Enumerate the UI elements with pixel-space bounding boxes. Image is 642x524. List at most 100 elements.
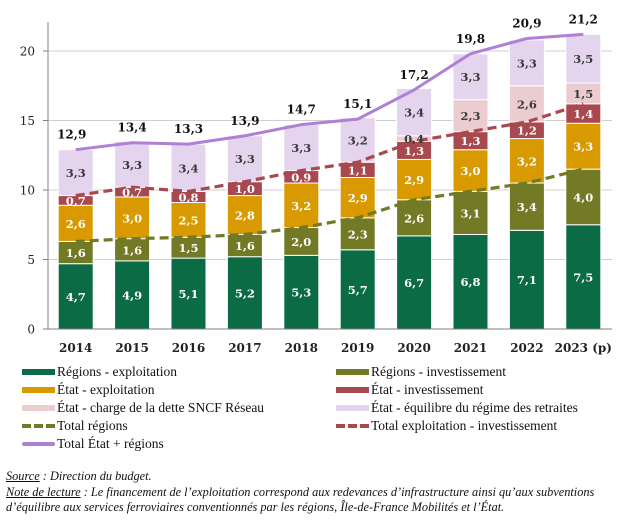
total-label: 20,9 <box>512 16 541 30</box>
legend-label: État - charge de la dette SNCF Réseau <box>57 400 265 415</box>
segment-label: 5,3 <box>291 286 311 300</box>
segment-label: 1,6 <box>235 239 255 253</box>
line-total-exploitation-investissement <box>75 102 584 198</box>
x-tick-label: 2018 <box>285 341 318 355</box>
bar-segment <box>508 229 545 330</box>
segment-label: 3,4 <box>517 200 537 214</box>
line-total-tat-r-gions <box>75 32 584 152</box>
axes: 0 5 10 15 20 2014 2015 2016 2017 2018 2019 2020 2021… <box>20 22 612 355</box>
segment-label: 4,9 <box>122 288 142 302</box>
bar-segment <box>283 254 320 330</box>
segment-label: 2,8 <box>235 209 255 223</box>
bar-segment <box>452 190 489 235</box>
segment-label: 2,9 <box>348 191 368 205</box>
reading-text: : Le financement de l’exploitation corre… <box>6 484 595 515</box>
legend-swatch <box>22 405 55 411</box>
bar-segment <box>565 168 602 226</box>
line-total-r-gions <box>75 167 584 244</box>
segment-label: 3,1 <box>460 206 480 220</box>
segment-label: 2,5 <box>178 213 198 227</box>
legend-item: État - équilibre du régime des retraites <box>336 400 578 416</box>
segment-label: 3,0 <box>460 164 480 178</box>
bar-segment <box>57 263 94 330</box>
bar-segment <box>396 235 433 330</box>
legend-label: Régions - exploitation <box>57 364 177 379</box>
x-tick-label: 2017 <box>228 341 261 355</box>
segment-label: 6,8 <box>460 275 480 289</box>
x-tick-label: 2015 <box>115 341 148 355</box>
notes: Source : Direction du budget. Note de le… <box>6 469 642 516</box>
bar-segment <box>565 122 602 170</box>
legend-item: Total exploitation - investissement <box>336 418 557 434</box>
segment-label: 0,7 <box>66 194 86 208</box>
segment-label: 3,5 <box>573 52 593 66</box>
segment-label: 3,0 <box>122 211 142 225</box>
x-tick-label: 2022 <box>510 341 543 355</box>
y-tick-label: 15 <box>20 114 35 128</box>
segment-label: 5,7 <box>348 283 368 297</box>
segment-label: 3,3 <box>235 152 255 166</box>
segment-label: 3,4 <box>178 161 198 175</box>
legend-item: Total État + régions <box>22 436 164 452</box>
y-tick-label: 20 <box>20 45 35 59</box>
total-label: 12,9 <box>57 128 86 142</box>
total-label: 13,9 <box>230 114 259 128</box>
total-label: 15,1 <box>343 97 372 111</box>
bars <box>57 33 602 330</box>
x-tick-label: 2020 <box>397 341 430 355</box>
segment-label: 1,5 <box>178 241 198 255</box>
segment-label: 0,7 <box>122 186 142 200</box>
legend-swatch <box>336 405 369 411</box>
segment-label: 4,7 <box>66 290 86 304</box>
segment-label: 1,4 <box>573 107 593 121</box>
source-label: Source <box>6 469 40 483</box>
segment-label: 6,7 <box>404 276 424 290</box>
legend-swatch <box>336 387 369 393</box>
total-label: 13,4 <box>117 121 146 135</box>
segment-label: 5,2 <box>235 286 255 300</box>
legend-swatch <box>22 387 55 393</box>
segment-label: 7,5 <box>573 270 593 284</box>
segment-label: 2,3 <box>348 227 368 241</box>
segment-label: 2,0 <box>291 235 311 249</box>
segment-label: 2,3 <box>460 109 480 123</box>
bar-segment <box>114 196 151 240</box>
y-tick-label: 5 <box>27 253 35 267</box>
legend-dash-line <box>22 424 55 428</box>
legend-item: État - investissement <box>336 382 483 398</box>
bar-segment <box>508 138 545 184</box>
segment-label: 3,2 <box>517 154 537 168</box>
segment-label: 0,4 <box>404 132 424 146</box>
legend-label: Régions - investissement <box>371 364 506 379</box>
segment-label: 5,1 <box>178 287 198 301</box>
bar-segment <box>170 143 207 192</box>
source-text: : Direction du budget. <box>39 469 152 483</box>
segment-label: 3,3 <box>291 141 311 155</box>
legend-item: Régions - investissement <box>336 364 506 380</box>
bar-segment <box>396 199 433 237</box>
source-note: Source : Direction du budget. <box>6 469 642 485</box>
segment-label: 0,8 <box>178 190 198 204</box>
legend-swatch <box>336 369 369 375</box>
segment-label: 1,3 <box>404 144 424 158</box>
legend-label: État - exploitation <box>57 382 155 397</box>
bar-segment <box>508 182 545 231</box>
x-tick-label: 2014 <box>59 341 92 355</box>
bar-segment <box>565 224 602 330</box>
legend-label: État - investissement <box>371 382 484 397</box>
segment-label: 2,6 <box>517 97 537 111</box>
segment-label: 3,3 <box>66 166 86 180</box>
x-tick-label: 2019 <box>341 341 374 355</box>
segment-label: 1,6 <box>66 246 86 260</box>
segment-label: 1,2 <box>517 124 537 138</box>
segment-label: 0,9 <box>291 170 311 184</box>
y-tick-label: 10 <box>20 184 35 198</box>
total-label: 14,7 <box>287 103 316 117</box>
segment-label: 1,0 <box>235 182 255 196</box>
segment-label: 2,6 <box>66 217 86 231</box>
legend-item: Total régions <box>22 418 128 434</box>
legend-item: État - exploitation <box>22 382 154 398</box>
legend-label: État - équilibre du régime des retraites <box>371 400 578 415</box>
segment-label: 1,3 <box>460 134 480 148</box>
total-label: 17,2 <box>399 68 428 82</box>
